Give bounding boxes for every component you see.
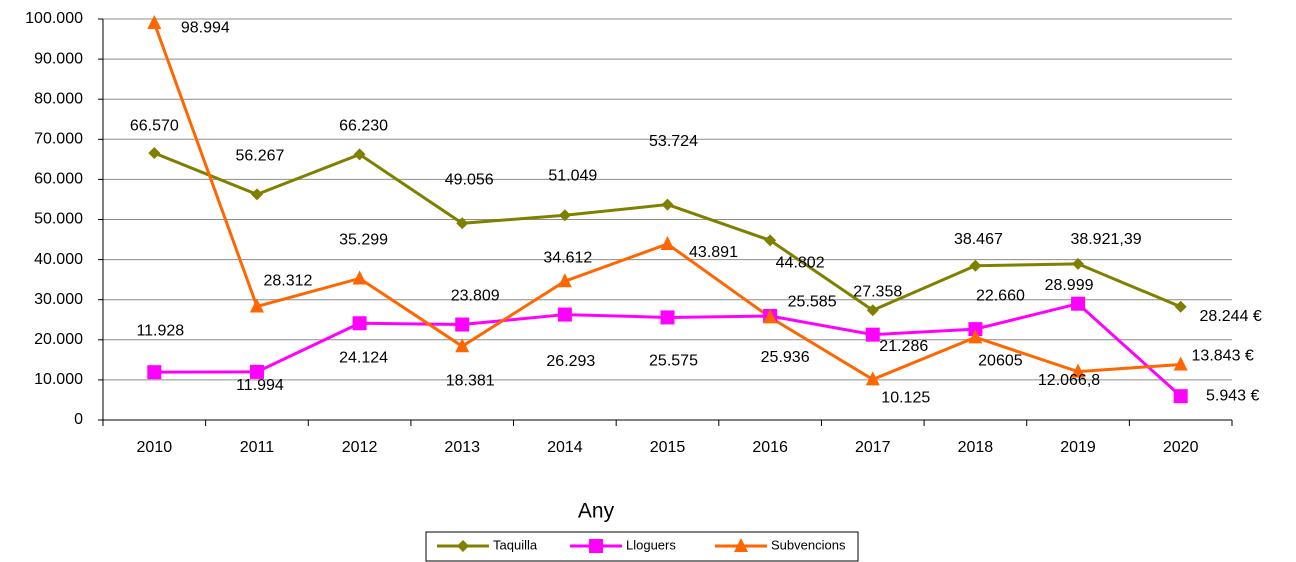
y-tick-label: 60.000 [34, 171, 83, 188]
x-tick-label: 2012 [342, 439, 378, 456]
x-tick-label: 2013 [444, 439, 480, 456]
marker [589, 539, 603, 553]
x-tick-label: 2011 [240, 439, 275, 456]
marker [865, 327, 880, 342]
marker [557, 307, 572, 322]
legend-label: Taquilla [493, 537, 538, 552]
marker [1173, 389, 1188, 404]
data-label: 66.230 [339, 118, 388, 135]
marker [352, 270, 367, 285]
marker [249, 364, 264, 379]
marker [353, 148, 366, 161]
data-label: 49.056 [445, 172, 494, 189]
data-label: 28.312 [263, 273, 312, 290]
marker [455, 338, 470, 353]
marker [1072, 257, 1085, 270]
data-label: 38.921,39 [1070, 231, 1141, 248]
y-tick-label: 70.000 [34, 131, 83, 148]
marker [764, 234, 777, 247]
data-label: 20605 [978, 353, 1023, 370]
marker [763, 309, 778, 324]
marker [147, 15, 162, 30]
data-label: 27.358 [853, 284, 902, 301]
data-label: 51.049 [548, 168, 597, 185]
y-tick-label: 30.000 [34, 291, 83, 308]
data-label: 11.928 [136, 322, 184, 339]
data-label: 25.585 [788, 294, 837, 311]
marker [734, 538, 748, 552]
data-label: 38.467 [954, 231, 1003, 248]
data-label: 5.943 € [1206, 387, 1259, 404]
marker [558, 209, 571, 222]
marker [660, 235, 675, 250]
data-label: 35.299 [339, 232, 388, 249]
y-tick-label: 80.000 [34, 90, 83, 107]
x-tick-label: 2010 [137, 439, 173, 456]
data-label: 12.066,8 [1038, 372, 1100, 389]
marker [352, 316, 367, 331]
data-label: 18.381 [446, 373, 495, 390]
x-tick-label: 2020 [1163, 439, 1199, 456]
legend-box [425, 531, 859, 562]
legend-label: Lloguers [626, 537, 676, 552]
data-label: 11.994 [236, 377, 284, 394]
marker [661, 198, 674, 211]
data-label: 28.999 [1045, 277, 1094, 294]
data-label: 21.286 [879, 338, 928, 355]
data-label: 53.724 [649, 133, 698, 150]
x-tick-label: 2018 [958, 439, 994, 456]
data-label: 22.660 [976, 287, 1025, 304]
y-tick-label: 20.000 [34, 331, 83, 348]
data-label: 23.809 [451, 288, 500, 305]
marker [557, 273, 572, 288]
data-label: 25.936 [761, 349, 810, 366]
data-label: 25.575 [649, 353, 698, 370]
y-tick-label: 10.000 [34, 371, 83, 388]
marker [455, 317, 470, 332]
data-label: 56.267 [235, 148, 284, 165]
marker [660, 310, 675, 325]
marker [865, 371, 880, 386]
marker [1071, 363, 1086, 378]
x-tick-label: 2015 [650, 439, 686, 456]
marker [969, 259, 982, 272]
legend-label: Subvencions [771, 537, 846, 552]
data-label: 26.293 [546, 353, 595, 370]
marker [866, 304, 879, 317]
x-tick-label: 2016 [752, 439, 788, 456]
marker [457, 540, 469, 552]
data-label: 44.802 [776, 255, 825, 272]
y-tick-label: 90.000 [34, 50, 83, 67]
marker [148, 147, 161, 160]
marker [1071, 296, 1086, 311]
marker [968, 322, 983, 337]
x-tick-label: 2019 [1060, 439, 1096, 456]
marker [250, 188, 263, 201]
x-tick-label: 2014 [547, 439, 583, 456]
data-label: 24.124 [339, 349, 388, 366]
marker [249, 298, 264, 313]
data-label: 98.994 [181, 19, 230, 36]
marker [456, 217, 469, 230]
data-label: 43.891 [689, 244, 738, 261]
y-tick-label: 40.000 [34, 251, 83, 268]
marker [147, 365, 162, 380]
marker [968, 329, 983, 344]
x-axis-title: Any [578, 500, 615, 523]
x-tick-label: 2017 [855, 439, 891, 456]
marker [1173, 356, 1188, 371]
marker [1174, 300, 1187, 313]
y-tick-label: 0 [74, 411, 83, 428]
data-label: 10.125 [881, 390, 930, 407]
data-label: 66.570 [130, 117, 179, 134]
y-tick-label: 100.000 [25, 10, 83, 27]
data-label: 28.244 € [1200, 308, 1262, 325]
data-label: 34.612 [543, 249, 592, 266]
y-tick-label: 50.000 [34, 211, 83, 228]
data-label: 13.843 € [1192, 348, 1254, 365]
